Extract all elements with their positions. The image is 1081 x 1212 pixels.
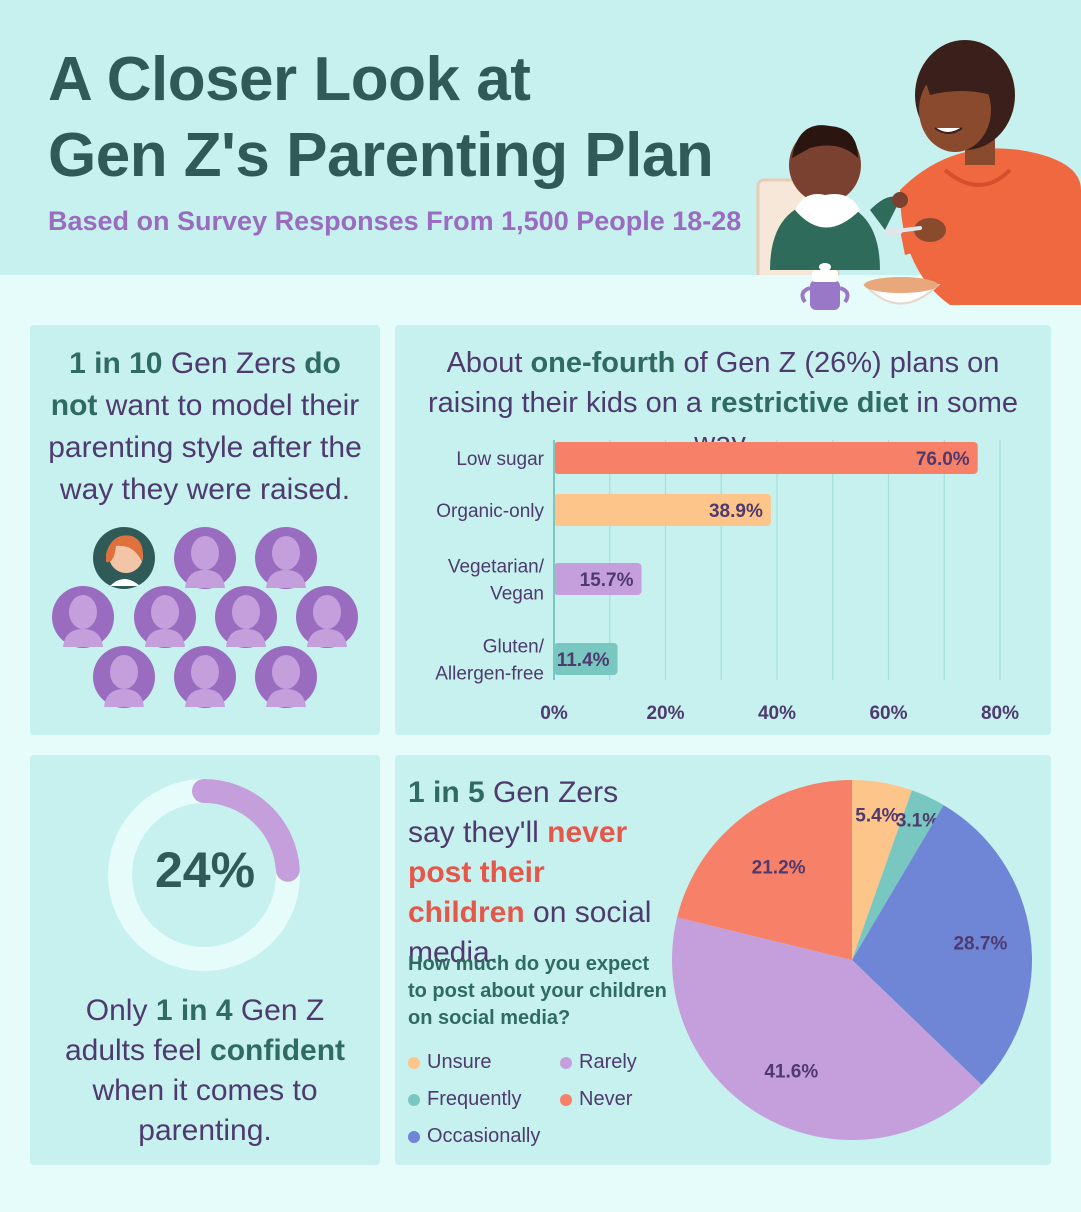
text-fragment: Gen Zers say they'll bbox=[408, 776, 619, 849]
text-fragment: want to model their parenting style afte… bbox=[48, 389, 362, 506]
restrictive-diet-statement: About one-fourth of Gen Z (26%) plans on… bbox=[405, 343, 1041, 463]
restrictive-diet-card: About one-fourth of Gen Z (26%) plans on… bbox=[395, 325, 1051, 735]
header-banner: A Closer Look at Gen Z's Parenting Plan … bbox=[0, 0, 1081, 320]
social-media-card: 1 in 5 Gen Zers say they'll never post t… bbox=[395, 755, 1051, 1165]
model-parenting-card: 1 in 10 Gen Zers do not want to model th… bbox=[30, 325, 380, 735]
bar bbox=[554, 643, 618, 675]
confidence-statement: Only 1 in 4 Gen Z adults feel confident … bbox=[42, 991, 368, 1151]
category-label: Low sugar bbox=[456, 449, 544, 470]
bar-value-label: 15.7% bbox=[580, 570, 634, 591]
text-fragment: of Gen Z (26%) plans on raising their ki… bbox=[428, 347, 1000, 419]
pie-slice bbox=[852, 780, 912, 960]
pie-slice bbox=[852, 790, 944, 960]
confidence-donut-chart bbox=[108, 779, 300, 971]
page-title: A Closer Look at Gen Z's Parenting Plan bbox=[48, 42, 714, 194]
legend-label: Unsure bbox=[427, 1051, 492, 1073]
bar-value-label: 76.0% bbox=[916, 449, 970, 470]
social-media-pie-chart: 5.4%3.1% 28.7% 41.6% 21.2% bbox=[671, 780, 1032, 1141]
person-icon bbox=[296, 586, 358, 648]
person-icon bbox=[255, 527, 317, 589]
pie-value-label: 28.7% bbox=[953, 934, 1007, 955]
person-icon bbox=[215, 586, 277, 648]
legend-swatch bbox=[408, 1130, 420, 1143]
bar-value-label: 38.9% bbox=[709, 501, 763, 522]
confidence-card: 24% Only 1 in 4 Gen Z adults feel confid… bbox=[30, 755, 380, 1165]
category-label: Allergen-free bbox=[435, 664, 544, 685]
stat-do-not: do not bbox=[50, 347, 341, 422]
person-icon bbox=[93, 646, 155, 708]
legend-item: Unsure bbox=[408, 1051, 491, 1074]
person-icon bbox=[134, 586, 196, 648]
stat-restrictive-diet: restrictive diet bbox=[710, 387, 909, 419]
social-media-statement: 1 in 5 Gen Zers say they'll never post t… bbox=[408, 773, 668, 973]
mother-feeding-baby-illustration bbox=[750, 40, 1081, 320]
page-subtitle: Based on Survey Responses From 1,500 Peo… bbox=[48, 206, 742, 236]
person-icon bbox=[174, 527, 236, 589]
stat-one-fourth: one-fourth bbox=[530, 347, 676, 379]
bar-value-label: 11.4% bbox=[557, 650, 610, 671]
legend-item: Rarely bbox=[560, 1051, 637, 1074]
highlighted-person-icon bbox=[93, 527, 155, 589]
title-line-1: A Closer Look at bbox=[48, 45, 531, 114]
stat-1-in-10: 1 in 10 bbox=[69, 347, 163, 380]
legend-label: Never bbox=[579, 1088, 633, 1110]
pie-value-label: 21.2% bbox=[752, 858, 806, 879]
donut-value-arc bbox=[192, 779, 300, 882]
person-icon bbox=[52, 586, 114, 648]
stat-confident: confident bbox=[210, 1034, 346, 1067]
legend-swatch bbox=[560, 1056, 572, 1069]
pie-slice bbox=[852, 805, 1032, 1085]
pie-value-label: 41.6% bbox=[764, 1061, 818, 1082]
pie-value-label: 5.4% bbox=[855, 806, 898, 827]
category-label: Vegan bbox=[490, 584, 544, 605]
pie-slice bbox=[671, 917, 982, 1141]
legend-item: Never bbox=[560, 1088, 632, 1111]
category-label: Vegetarian/ bbox=[448, 557, 545, 578]
bar bbox=[554, 442, 978, 474]
text-fragment: Gen Z adults feel bbox=[64, 994, 325, 1067]
legend-item: Occasionally bbox=[408, 1125, 540, 1148]
stat-1-in-4: 1 in 4 bbox=[155, 994, 233, 1027]
x-tick-label: 80% bbox=[981, 703, 1019, 724]
confidence-percent: 24% bbox=[154, 842, 256, 898]
person-icon bbox=[255, 646, 317, 708]
legend-label: Frequently bbox=[427, 1088, 522, 1110]
model-parenting-statement: 1 in 10 Gen Zers do not want to model th… bbox=[42, 343, 368, 511]
x-tick-label: 40% bbox=[758, 703, 796, 724]
legend-item: Frequently bbox=[408, 1088, 522, 1111]
legend-swatch bbox=[408, 1056, 420, 1069]
legend-swatch bbox=[560, 1093, 572, 1106]
category-label: Organic-only bbox=[436, 501, 544, 522]
text-fragment: on social media. bbox=[408, 896, 652, 969]
legend-label: Rarely bbox=[579, 1051, 637, 1073]
pie-slice bbox=[677, 780, 852, 960]
stat-1-in-5: 1 in 5 bbox=[408, 776, 485, 809]
ten-people-icon-grid bbox=[52, 527, 358, 708]
category-label: Gluten/ bbox=[483, 637, 545, 658]
diet-bar-chart: 76.0% Low sugar 38.9% Organic-only 15.7% Vege… bbox=[435, 440, 1019, 724]
survey-question: How much do you expect to post about you… bbox=[408, 953, 667, 1029]
bar bbox=[554, 494, 771, 526]
bar bbox=[554, 563, 642, 595]
person-icon bbox=[174, 646, 236, 708]
x-tick-label: 0% bbox=[540, 703, 568, 724]
legend-swatch bbox=[408, 1093, 420, 1106]
text-fragment: Gen Zers bbox=[162, 347, 305, 380]
title-line-2: Gen Z's Parenting Plan bbox=[48, 121, 714, 190]
text-fragment: About bbox=[446, 347, 531, 379]
text-fragment: when it comes to parenting. bbox=[92, 1074, 318, 1147]
text-fragment: Only bbox=[85, 994, 156, 1027]
legend-label: Occasionally bbox=[427, 1125, 541, 1147]
pie-value-label: 3.1% bbox=[896, 811, 939, 832]
x-tick-label: 20% bbox=[646, 703, 684, 724]
stat-never-post: never post their children bbox=[408, 816, 628, 929]
x-tick-label: 60% bbox=[869, 703, 907, 724]
